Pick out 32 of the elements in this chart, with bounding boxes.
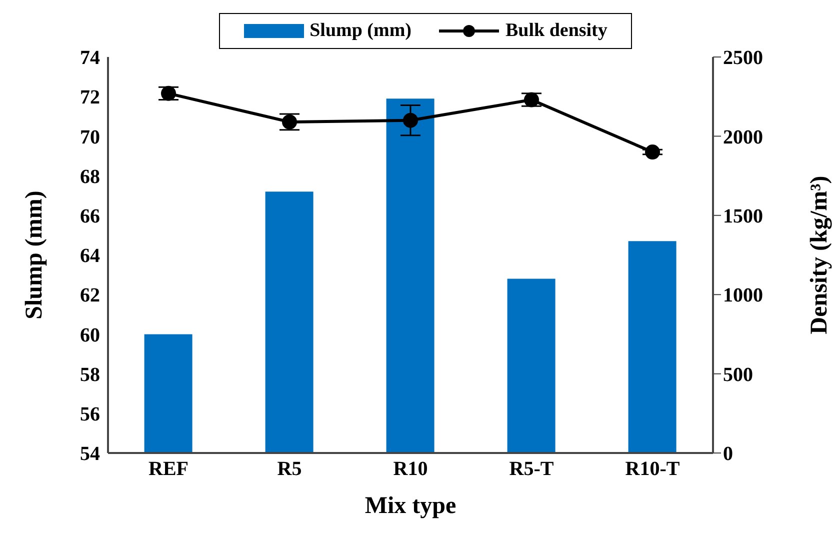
y2-axis-title: Density (kg/m³) bbox=[806, 176, 833, 334]
point bbox=[282, 114, 297, 130]
y2-tick-label: 500 bbox=[723, 364, 753, 386]
y-tick-label: 66 bbox=[80, 206, 100, 228]
x-tick-label: R10 bbox=[393, 458, 428, 480]
y-tick-label: 54 bbox=[80, 443, 100, 466]
x-axis-title: Mix type bbox=[364, 493, 457, 519]
y-tick-label: 62 bbox=[80, 284, 100, 307]
y-tick-label: 68 bbox=[80, 166, 100, 188]
y-tick-label: 70 bbox=[80, 126, 100, 148]
y2-tick-label: 2500 bbox=[723, 47, 763, 70]
x-tick-label: R10-T bbox=[625, 458, 680, 480]
y2-tick-label: 2000 bbox=[723, 126, 763, 148]
point bbox=[524, 92, 539, 108]
y2-tick-label: 1000 bbox=[723, 284, 763, 307]
y-tick-label: 72 bbox=[80, 86, 100, 109]
y-tick-label: 56 bbox=[80, 404, 100, 426]
point bbox=[403, 112, 418, 128]
y-tick-label: 74 bbox=[80, 47, 100, 70]
y-tick-label: 60 bbox=[80, 324, 100, 346]
point bbox=[161, 86, 176, 101]
x-tick-label: R5-T bbox=[509, 458, 554, 480]
y-axis-title: Slump (mm) bbox=[22, 190, 48, 320]
x-tick-label: R5 bbox=[277, 458, 302, 480]
y-tick-label: 64 bbox=[80, 245, 100, 268]
y2-tick-label: 0 bbox=[723, 443, 733, 466]
x-tick-label: REF bbox=[148, 458, 188, 480]
point bbox=[645, 144, 660, 160]
y2-tick-label: 1500 bbox=[723, 206, 763, 228]
y-tick-label: 58 bbox=[80, 364, 100, 386]
legend-label: Slump (mm) bbox=[310, 20, 412, 42]
legend-label: Bulk density bbox=[505, 20, 608, 42]
